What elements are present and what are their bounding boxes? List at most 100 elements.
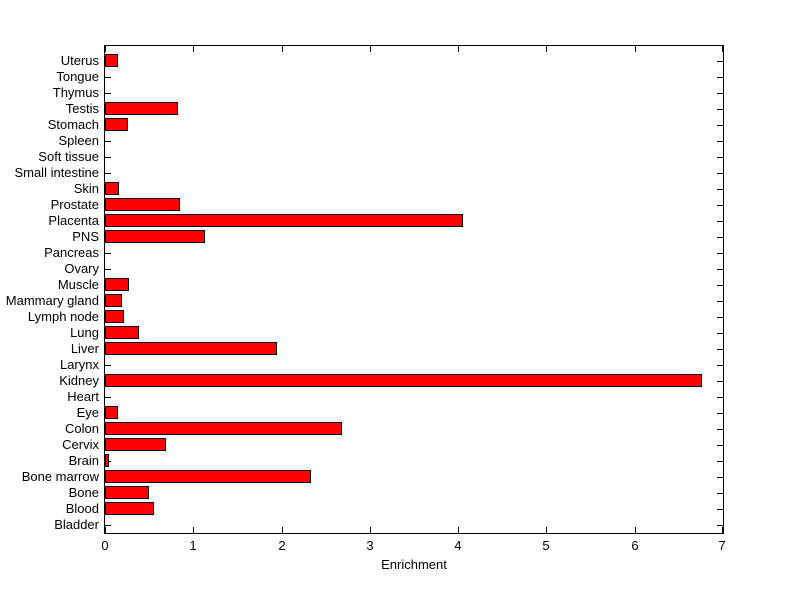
y-category-label: Eye [76, 405, 99, 420]
y-axis-tick [717, 173, 723, 174]
x-axis-tick [370, 46, 371, 52]
y-category-label: Prostate [50, 197, 99, 212]
y-category-label: Thymus [52, 85, 99, 100]
y-axis-tick [105, 525, 111, 526]
x-tick-label: 6 [631, 538, 639, 553]
bar [105, 102, 178, 115]
y-axis-tick [105, 93, 111, 94]
x-axis-tick [546, 527, 547, 533]
y-axis-tick [717, 301, 723, 302]
y-axis-tick [717, 365, 723, 366]
y-category-label: Placenta [48, 213, 99, 228]
y-axis-tick [717, 381, 723, 382]
bar [105, 406, 118, 419]
y-axis-tick [717, 397, 723, 398]
y-axis-tick [717, 109, 723, 110]
y-category-label: Kidney [59, 373, 99, 388]
y-category-label: Bone [68, 485, 99, 500]
x-tick-label: 1 [189, 538, 197, 553]
y-axis-tick [717, 269, 723, 270]
x-axis-label: Enrichment [381, 557, 447, 572]
y-category-label: Lung [70, 325, 99, 340]
y-axis-tick [105, 397, 111, 398]
bar [105, 278, 129, 291]
bar [105, 310, 124, 323]
y-axis-tick [105, 269, 111, 270]
y-category-label: Pancreas [44, 245, 99, 260]
x-tick-label: 0 [101, 538, 109, 553]
x-axis-tick-labels: 0 1 2 3 4 5 6 7 [101, 538, 725, 554]
y-category-label: Brain [68, 453, 99, 468]
y-axis-tick [105, 157, 111, 158]
y-category-label: Colon [65, 421, 99, 436]
bar [105, 198, 180, 211]
y-axis-tick [717, 493, 723, 494]
x-tick-label: 4 [454, 538, 462, 553]
y-axis-tick [717, 221, 723, 222]
x-axis-tick [458, 46, 459, 52]
y-category-label: Soft tissue [38, 149, 99, 164]
y-category-label: Skin [73, 181, 99, 196]
bar [105, 470, 311, 483]
bar [105, 422, 342, 435]
x-axis-tick [105, 46, 106, 52]
x-tick-label: 2 [278, 538, 286, 553]
y-category-label: Bone marrow [21, 469, 99, 484]
x-axis-tick [635, 527, 636, 533]
y-category-label: Blood [65, 501, 99, 516]
x-axis-tick [282, 46, 283, 52]
y-axis-tick [717, 237, 723, 238]
y-category-label: Spleen [58, 133, 99, 148]
bar [105, 342, 277, 355]
bar [105, 454, 109, 467]
y-axis-tick [717, 333, 723, 334]
x-axis-tick [193, 527, 194, 533]
y-axis-tick [717, 477, 723, 478]
x-axis-tick [282, 527, 283, 533]
y-category-label: Bladder [54, 517, 99, 532]
y-category-label: Larynx [59, 357, 99, 372]
y-axis-tick [717, 509, 723, 510]
y-axis-tick [717, 141, 723, 142]
x-axis-tick [105, 527, 106, 533]
bar [105, 230, 205, 243]
bar [105, 502, 154, 515]
y-axis-tick [717, 157, 723, 158]
y-axis-tick [717, 461, 723, 462]
y-axis-tick [717, 189, 723, 190]
x-tick-label: 5 [542, 538, 550, 553]
bar [105, 438, 166, 451]
y-category-label: Ovary [64, 261, 99, 276]
y-category-label: Uterus [60, 53, 99, 68]
y-axis-tick [717, 317, 723, 318]
y-category-label: Stomach [47, 117, 99, 132]
x-axis-tick [370, 527, 371, 533]
y-axis-tick [717, 445, 723, 446]
x-axis-tick [458, 527, 459, 533]
y-axis-category-labels: Uterus Tongue Thymus Testis Stomach Spleen Sof… [0, 46, 99, 533]
y-axis-tick [717, 93, 723, 94]
y-category-label: Liver [70, 341, 99, 356]
y-category-label: Mammary gland [5, 293, 99, 308]
y-category-label: PNS [72, 229, 99, 244]
bar [105, 326, 139, 339]
y-axis-tick [717, 429, 723, 430]
y-axis-tick [717, 413, 723, 414]
y-category-label: Small intestine [14, 165, 99, 180]
y-axis-tick [717, 285, 723, 286]
y-axis-tick [717, 61, 723, 62]
y-axis-tick [717, 525, 723, 526]
y-axis-tick [717, 125, 723, 126]
bar [105, 182, 119, 195]
y-axis-tick [105, 253, 111, 254]
y-axis-tick [105, 77, 111, 78]
y-axis-tick [105, 365, 111, 366]
x-axis-tick [193, 46, 194, 52]
bar [105, 374, 702, 387]
x-axis-tick [635, 46, 636, 52]
x-axis-tick [546, 46, 547, 52]
y-category-label: Cervix [62, 437, 99, 452]
y-axis-tick [717, 349, 723, 350]
y-axis-tick [105, 141, 111, 142]
